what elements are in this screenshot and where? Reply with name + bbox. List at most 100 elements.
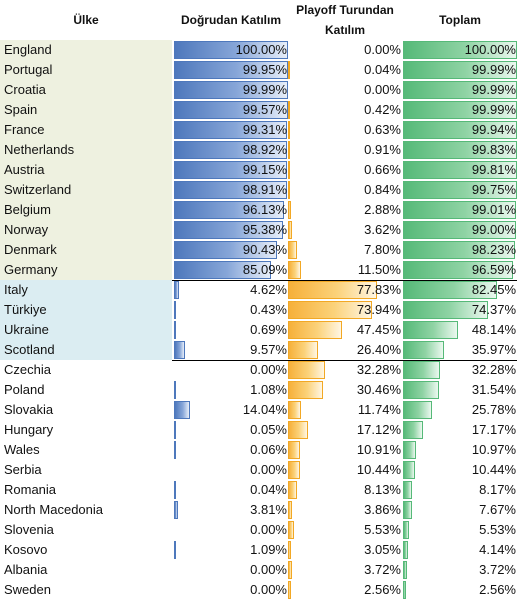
playoff-cell[interactable]: 0.42% [288,101,402,119]
total-cell[interactable]: 10.97% [403,441,517,459]
total-cell[interactable]: 74.37% [403,301,517,319]
country-cell[interactable]: Denmark [0,240,172,260]
total-cell[interactable]: 99.99% [403,61,517,79]
playoff-cell[interactable]: 0.04% [288,61,402,79]
playoff-cell[interactable]: 10.91% [288,441,402,459]
total-cell[interactable]: 82.45% [403,281,517,299]
header-country[interactable]: Ülke [73,13,99,27]
country-cell[interactable]: Belgium [0,200,172,220]
table-row[interactable]: Denmark 90.43% 7.80% 98.23% [0,240,517,260]
direct-cell[interactable]: 14.04% [174,401,288,419]
total-cell[interactable]: 99.94% [403,121,517,139]
playoff-cell[interactable]: 73.94% [288,301,402,319]
direct-cell[interactable]: 0.04% [174,481,288,499]
header-playoff[interactable]: Playoff Turundan Katılım [296,3,394,37]
total-cell[interactable]: 98.23% [403,241,517,259]
playoff-cell[interactable]: 0.00% [288,41,402,59]
header-total[interactable]: Toplam [439,13,481,27]
direct-cell[interactable]: 1.09% [174,541,288,559]
table-row[interactable]: Romania 0.04% 8.13% 8.17% [0,480,517,500]
playoff-cell[interactable]: 3.72% [288,561,402,579]
country-cell[interactable]: Scotland [0,340,172,360]
country-cell[interactable]: Serbia [0,460,172,480]
playoff-cell[interactable]: 2.88% [288,201,402,219]
country-cell[interactable]: Austria [0,160,172,180]
playoff-cell[interactable]: 30.46% [288,381,402,399]
country-cell[interactable]: Croatia [0,80,172,100]
playoff-cell[interactable]: 77.83% [288,281,402,299]
table-row[interactable]: England 100.00% 0.00% 100.00% [0,40,517,60]
table-row[interactable]: Czechia 0.00% 32.28% 32.28% [0,360,517,380]
playoff-cell[interactable]: 0.63% [288,121,402,139]
total-cell[interactable]: 4.14% [403,541,517,559]
playoff-cell[interactable]: 17.12% [288,421,402,439]
table-row[interactable]: Ukraine 0.69% 47.45% 48.14% [0,320,517,340]
total-cell[interactable]: 99.00% [403,221,517,239]
playoff-cell[interactable]: 11.74% [288,401,402,419]
total-cell[interactable]: 7.67% [403,501,517,519]
table-row[interactable]: Switzerland 98.91% 0.84% 99.75% [0,180,517,200]
playoff-cell[interactable]: 0.84% [288,181,402,199]
direct-cell[interactable]: 0.43% [174,301,288,319]
total-cell[interactable]: 96.59% [403,261,517,279]
country-cell[interactable]: Wales [0,440,172,460]
direct-cell[interactable]: 4.62% [174,281,288,299]
playoff-cell[interactable]: 26.40% [288,341,402,359]
total-cell[interactable]: 99.81% [403,161,517,179]
total-cell[interactable]: 99.75% [403,181,517,199]
country-cell[interactable]: Germany [0,260,172,280]
table-row[interactable]: Türkiye 0.43% 73.94% 74.37% [0,300,517,320]
total-cell[interactable]: 35.97% [403,341,517,359]
country-cell[interactable]: Albania [0,560,172,580]
direct-cell[interactable]: 99.95% [174,61,288,79]
playoff-cell[interactable]: 10.44% [288,461,402,479]
direct-cell[interactable]: 9.57% [174,341,288,359]
direct-cell[interactable]: 100.00% [174,41,288,59]
table-row[interactable]: Scotland 9.57% 26.40% 35.97% [0,340,517,360]
total-cell[interactable]: 5.53% [403,521,517,539]
total-cell[interactable]: 99.99% [403,101,517,119]
table-row[interactable]: Serbia 0.00% 10.44% 10.44% [0,460,517,480]
country-cell[interactable]: Sweden [0,580,172,600]
total-cell[interactable]: 99.01% [403,201,517,219]
table-row[interactable]: Austria 99.15% 0.66% 99.81% [0,160,517,180]
direct-cell[interactable]: 0.69% [174,321,288,339]
country-cell[interactable]: Italy [0,280,172,300]
country-cell[interactable]: Ukraine [0,320,172,340]
country-cell[interactable]: France [0,120,172,140]
playoff-cell[interactable]: 47.45% [288,321,402,339]
country-cell[interactable]: Poland [0,380,172,400]
table-row[interactable]: Norway 95.38% 3.62% 99.00% [0,220,517,240]
table-row[interactable]: Wales 0.06% 10.91% 10.97% [0,440,517,460]
country-cell[interactable]: Netherlands [0,140,172,160]
direct-cell[interactable]: 0.05% [174,421,288,439]
total-cell[interactable]: 17.17% [403,421,517,439]
total-cell[interactable]: 31.54% [403,381,517,399]
direct-cell[interactable]: 96.13% [174,201,288,219]
total-cell[interactable]: 48.14% [403,321,517,339]
direct-cell[interactable]: 1.08% [174,381,288,399]
country-cell[interactable]: Slovenia [0,520,172,540]
direct-cell[interactable]: 99.31% [174,121,288,139]
table-row[interactable]: France 99.31% 0.63% 99.94% [0,120,517,140]
table-row[interactable]: Poland 1.08% 30.46% 31.54% [0,380,517,400]
direct-cell[interactable]: 0.00% [174,521,288,539]
table-row[interactable]: Portugal 99.95% 0.04% 99.99% [0,60,517,80]
country-cell[interactable]: Spain [0,100,172,120]
table-row[interactable]: Slovakia 14.04% 11.74% 25.78% [0,400,517,420]
total-cell[interactable]: 3.72% [403,561,517,579]
playoff-cell[interactable]: 0.91% [288,141,402,159]
country-cell[interactable]: England [0,40,172,60]
total-cell[interactable]: 25.78% [403,401,517,419]
playoff-cell[interactable]: 0.66% [288,161,402,179]
direct-cell[interactable]: 98.92% [174,141,288,159]
playoff-cell[interactable]: 2.56% [288,581,402,599]
total-cell[interactable]: 10.44% [403,461,517,479]
direct-cell[interactable]: 0.06% [174,441,288,459]
playoff-cell[interactable]: 7.80% [288,241,402,259]
total-cell[interactable]: 100.00% [403,41,517,59]
total-cell[interactable]: 32.28% [403,361,517,379]
direct-cell[interactable]: 0.00% [174,361,288,379]
direct-cell[interactable]: 99.15% [174,161,288,179]
country-cell[interactable]: Hungary [0,420,172,440]
